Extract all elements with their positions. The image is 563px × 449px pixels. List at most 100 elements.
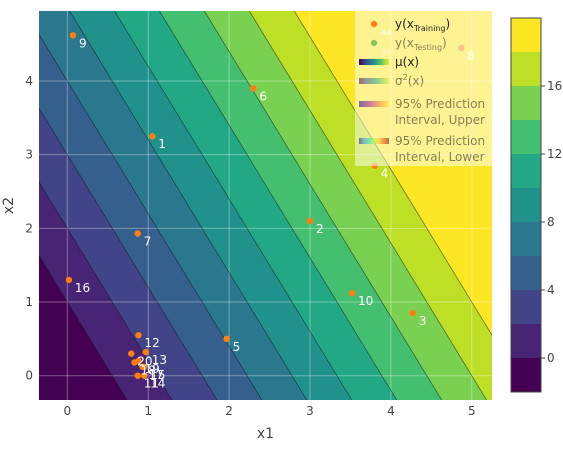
legend-entry[interactable]: Aa y(xTesting)	[370, 36, 447, 56]
data-point	[139, 363, 146, 371]
y-tick-label: 0	[25, 369, 33, 383]
legend-label: y(xTraining)	[395, 17, 450, 33]
colorbar-tick-label: 12	[547, 147, 562, 161]
point-label: 20	[137, 355, 152, 369]
colorbar-band	[511, 290, 541, 324]
legend-swatch	[359, 138, 389, 144]
colorbar-band	[511, 52, 541, 86]
point-label: 17	[149, 368, 164, 382]
point-label: 4	[381, 167, 389, 181]
y-tick-label: 4	[25, 74, 33, 88]
x-tick-label: 4	[387, 404, 395, 418]
data-point	[65, 276, 73, 284]
legend-label-line2: Interval, Lower	[395, 150, 485, 164]
colorbar-band	[511, 358, 541, 392]
x-tick-label: 1	[144, 404, 152, 418]
legend-label: 95% Prediction	[395, 134, 485, 148]
contour-line	[248, 11, 487, 400]
legend-swatch	[359, 78, 389, 84]
data-point	[223, 335, 230, 343]
legend-swatch	[359, 101, 389, 107]
legend-entry[interactable]: Aa y(xTraining)	[370, 17, 450, 37]
y-axis-label: x2	[1, 197, 17, 214]
legend-text-style: Aa	[381, 47, 391, 56]
colorbar-band	[511, 120, 541, 154]
data-point	[134, 372, 141, 379]
contour-line	[39, 255, 128, 400]
point-label: 14	[150, 377, 165, 391]
legend-label-main: σ	[395, 74, 403, 88]
point-label: 1	[158, 137, 166, 151]
legend-entry[interactable]: 95% Prediction Interval, Lower	[359, 134, 485, 164]
data-point	[142, 348, 149, 356]
contour-line	[204, 11, 443, 400]
point-label: 6	[259, 89, 267, 103]
x-axis-label: x1	[257, 426, 274, 442]
x-tick-label: 2	[225, 404, 233, 418]
point-label: 7	[144, 234, 152, 248]
point-label: 9	[79, 36, 87, 50]
point-label: 11	[144, 377, 159, 391]
data-point	[250, 85, 257, 92]
point-label: 19	[144, 362, 159, 376]
colorbar-tick-label: 16	[547, 79, 562, 93]
colorbar-band	[511, 256, 541, 290]
legend-label-main: 95% Prediction	[395, 134, 485, 148]
legend-label-main: 95% Prediction	[395, 97, 485, 111]
point-label: 18	[140, 363, 155, 377]
data-point	[140, 372, 148, 379]
colorbar: 0 4 8 12 16	[510, 17, 562, 393]
legend-label-line2: Interval, Upper	[395, 113, 485, 127]
point-label: 2	[316, 222, 324, 236]
contour-line	[39, 181, 173, 400]
contour-line	[293, 11, 492, 336]
legend-entry[interactable]: σ2(x)	[359, 73, 424, 88]
contour-line	[159, 11, 398, 400]
data-point	[134, 230, 141, 237]
point-label: 5	[233, 340, 241, 354]
legend-label-superscript: 2	[403, 73, 408, 82]
legend-label-end: )	[442, 36, 447, 50]
data-point	[409, 309, 416, 317]
legend-label: μ(x)	[395, 55, 419, 69]
colorbar-band	[511, 18, 541, 52]
colorbar-outline	[510, 17, 542, 393]
point-label: 3	[419, 314, 427, 328]
point-label: 15	[150, 368, 165, 382]
legend-text-style: Aa	[381, 28, 391, 37]
x-tick-label: 3	[306, 404, 314, 418]
colorbar-tick-label: 4	[547, 283, 555, 297]
data-point	[135, 331, 142, 339]
contour-line	[69, 11, 308, 400]
legend-label-subscript: Training	[413, 24, 446, 33]
data-point	[135, 357, 142, 365]
colorbar-tick-label: 0	[547, 351, 555, 365]
legend-label-end: (x)	[408, 74, 424, 88]
legend-swatch	[359, 59, 389, 65]
y-tick-label: 2	[25, 221, 33, 235]
point-label: 16	[75, 281, 90, 295]
colorbar-band	[511, 154, 541, 188]
x-tick-label: 0	[63, 404, 71, 418]
legend-marker	[370, 39, 378, 47]
data-point	[128, 350, 135, 357]
legend-entry[interactable]: 95% Prediction Interval, Upper	[359, 97, 485, 127]
legend-label: σ2(x)	[395, 73, 424, 88]
colorbar-tick-label: 8	[547, 215, 555, 229]
legend-label-main: y(x	[395, 17, 414, 31]
legend-label: y(xTesting)	[395, 36, 447, 52]
legend-marker	[370, 20, 378, 28]
legend-label: 95% Prediction	[395, 97, 485, 111]
point-label: 12	[144, 336, 159, 350]
contour-line	[39, 108, 218, 400]
legend-label-end: )	[445, 17, 450, 31]
data-point	[306, 217, 314, 225]
legend[interactable]: Aa y(xTraining) Aa y(xTesting) μ(x) σ2(x) 95% …	[355, 11, 492, 166]
contour-line	[114, 11, 353, 400]
x-tick-label: 5	[468, 404, 476, 418]
point-label: 13	[152, 353, 167, 367]
legend-entry[interactable]: μ(x)	[359, 55, 419, 69]
